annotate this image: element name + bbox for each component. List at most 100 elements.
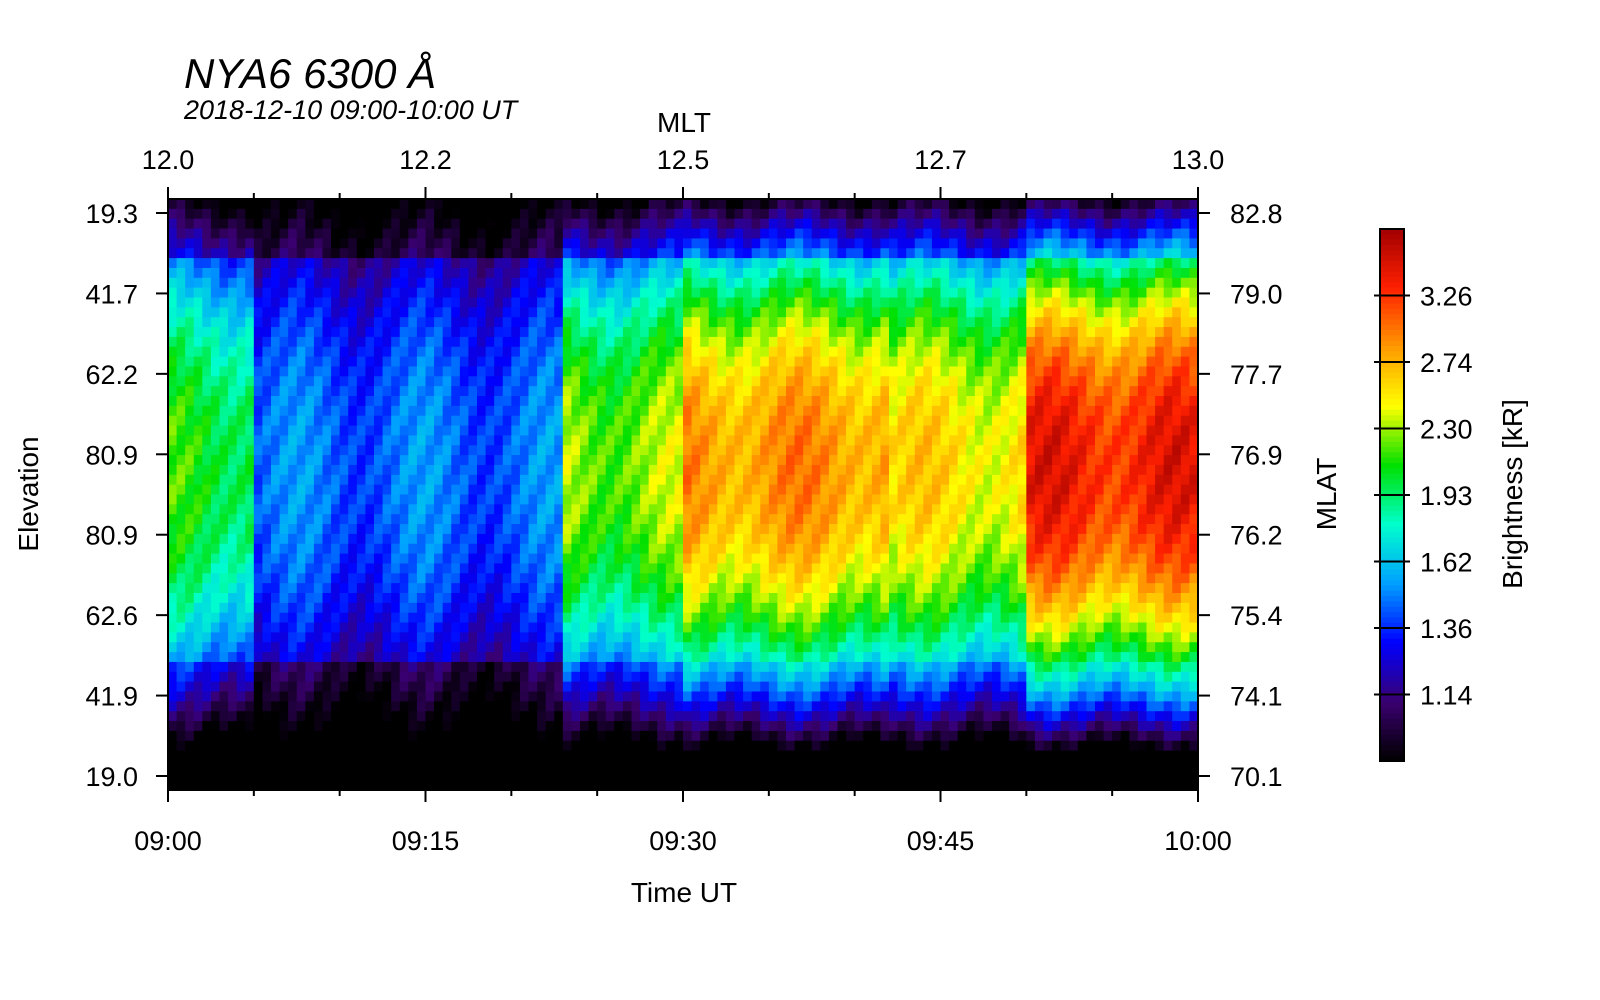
heatmap-cell [365, 327, 375, 338]
heatmap-cell [554, 504, 564, 515]
heatmap-cell [614, 248, 624, 259]
heatmap-cell [210, 484, 221, 496]
heatmap-cell [811, 671, 821, 683]
heatmap-cell [176, 524, 186, 535]
heatmap-cell [760, 632, 770, 643]
heatmap-cell [176, 593, 186, 604]
heatmap-cell [459, 583, 470, 594]
heatmap-cell [820, 553, 830, 565]
heatmap-cell [228, 524, 238, 535]
heatmap-cell [691, 336, 701, 348]
heatmap-cell [210, 750, 221, 762]
heatmap-cell [485, 474, 495, 486]
heatmap-cell [751, 563, 761, 574]
heatmap-cell [408, 701, 418, 712]
heatmap-cell [416, 652, 427, 663]
heatmap-cell [434, 396, 444, 407]
heatmap-cell [828, 524, 839, 535]
heatmap-cell [502, 208, 512, 220]
heatmap-cell [777, 346, 787, 358]
heatmap-cell [185, 543, 195, 555]
heatmap-cell [356, 681, 367, 693]
heatmap-cell [683, 336, 693, 348]
heatmap-cell [356, 208, 367, 220]
heatmap-cell [648, 740, 658, 752]
heatmap-cell [871, 780, 882, 791]
heatmap-cell [485, 415, 495, 427]
heatmap-cell [305, 307, 315, 318]
heatmap-cell [803, 317, 813, 328]
heatmap-cell [459, 445, 470, 456]
heatmap-cell [605, 405, 615, 417]
heatmap-cell [399, 218, 409, 230]
heatmap-cell [828, 593, 839, 604]
heatmap-cell [236, 356, 246, 368]
heatmap-cell [605, 425, 615, 436]
heatmap-cell [580, 464, 590, 476]
heatmap-cell [580, 504, 590, 515]
heatmap-cell [863, 218, 873, 230]
heatmap-cell [717, 307, 727, 318]
heatmap-cell [622, 297, 633, 308]
heatmap-cell [442, 504, 452, 515]
heatmap-cell [863, 494, 873, 505]
heatmap-cell [185, 425, 195, 436]
heatmap-cell [348, 671, 358, 683]
heatmap-cell [391, 622, 401, 633]
heatmap-cell [562, 396, 573, 407]
heatmap-cell [622, 258, 633, 269]
heatmap-cell [751, 218, 761, 230]
heatmap-cell [768, 455, 779, 466]
heatmap-cell [236, 386, 246, 397]
heatmap-cell [442, 652, 452, 663]
heatmap-cell [511, 336, 521, 348]
heatmap-cell [296, 681, 306, 693]
heatmap-cell [871, 415, 882, 427]
heatmap-cell [871, 464, 882, 476]
heatmap-cell [614, 376, 624, 387]
heatmap-cell [537, 681, 547, 693]
heatmap-cell [828, 336, 839, 348]
heatmap-cell [425, 396, 435, 407]
heatmap-cell [271, 642, 281, 653]
heatmap-cell [374, 208, 384, 220]
heatmap-cell [425, 317, 435, 328]
heatmap-cell [683, 435, 693, 446]
heatmap-cell [228, 307, 238, 318]
heatmap-cell [459, 405, 470, 417]
heatmap-cell [416, 445, 427, 456]
heatmap-cell [597, 356, 607, 368]
heatmap-cell [545, 327, 555, 338]
heatmap-cell [871, 258, 882, 269]
heatmap-cell [597, 317, 607, 328]
heatmap-cell [648, 632, 658, 643]
heatmap-cell [725, 524, 736, 535]
heatmap-cell [262, 474, 272, 486]
heatmap-cell [614, 691, 624, 702]
heatmap-cell [614, 218, 624, 230]
heatmap-cell [871, 317, 882, 328]
heatmap-cell [734, 248, 744, 259]
heatmap-cell [245, 642, 255, 653]
heatmap-cell [356, 307, 367, 318]
heatmap-cell [210, 602, 221, 614]
heatmap-cell [871, 524, 882, 535]
heatmap-cell [219, 701, 229, 712]
heatmap-cell [786, 760, 796, 771]
heatmap-cell [210, 277, 221, 289]
heatmap-cell [828, 750, 839, 762]
heatmap-cell [648, 228, 658, 239]
heatmap-cell [837, 474, 847, 486]
heatmap-cell [605, 504, 615, 515]
heatmap-cell [451, 632, 461, 643]
heatmap-cell [828, 721, 839, 732]
heatmap-cell [365, 199, 375, 210]
heatmap-cell [365, 602, 375, 614]
heatmap-cell [279, 681, 289, 693]
heatmap-cell [228, 671, 238, 683]
heatmap-cell [803, 740, 813, 752]
heatmap-cell [494, 228, 504, 239]
heatmap-cell [528, 366, 538, 377]
heatmap-cell [502, 622, 512, 633]
heatmap-cell [760, 642, 770, 653]
